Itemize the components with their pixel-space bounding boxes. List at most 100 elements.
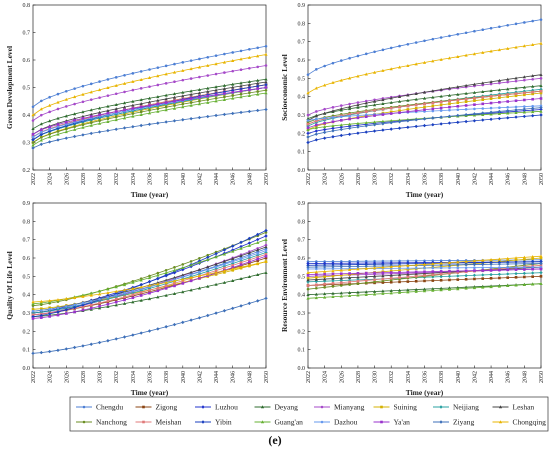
data-point (31, 113, 35, 117)
data-point (81, 92, 85, 96)
data-point (539, 72, 543, 76)
x-axis-title: Time (year) (406, 388, 444, 397)
data-point (506, 116, 510, 120)
data-point (40, 136, 43, 139)
data-point (331, 116, 335, 119)
data-point (106, 302, 110, 306)
x-tick-label: 2038 (439, 173, 445, 185)
data-point (348, 107, 352, 111)
data-point (314, 277, 318, 281)
data-point (514, 45, 518, 49)
data-point (348, 112, 351, 116)
x-tick-label: 2028 (81, 173, 87, 185)
data-point (189, 101, 193, 104)
data-point (156, 276, 160, 281)
data-point (131, 300, 135, 304)
data-point (539, 113, 543, 117)
data-point (531, 257, 534, 261)
data-point (523, 91, 526, 95)
data-point (314, 132, 319, 136)
data-point (264, 234, 268, 238)
data-point (464, 286, 468, 290)
data-point (514, 76, 518, 80)
data-point (447, 56, 452, 60)
data-point (106, 119, 110, 123)
series-mianyang (31, 64, 268, 122)
data-point (123, 295, 126, 299)
data-point (464, 100, 468, 104)
data-point (447, 260, 452, 264)
series-yibin (306, 113, 543, 145)
data-point (89, 303, 93, 307)
y-tick-label: 0.4 (23, 293, 31, 299)
data-point (414, 97, 418, 101)
data-point (222, 309, 227, 313)
data-point (222, 112, 227, 117)
data-point (422, 289, 427, 293)
data-point (247, 301, 252, 306)
data-point (489, 94, 493, 98)
data-point (331, 279, 335, 283)
data-point (498, 268, 501, 272)
data-point (222, 98, 226, 102)
data-point (172, 279, 177, 283)
data-point (364, 266, 368, 270)
data-point (364, 264, 368, 268)
data-point (397, 99, 402, 103)
data-point (506, 95, 510, 99)
data-point (331, 135, 335, 139)
data-point (206, 253, 210, 257)
data-point (106, 128, 110, 133)
data-point (223, 92, 226, 95)
data-point (73, 296, 77, 300)
data-point (40, 128, 43, 132)
data-point (64, 105, 68, 108)
data-point (323, 125, 327, 129)
data-point (31, 119, 35, 122)
data-point (323, 272, 326, 276)
data-point (439, 122, 443, 126)
data-point (397, 126, 402, 130)
data-point (473, 99, 476, 102)
data-point (98, 80, 101, 83)
x-tick-label: 2036 (423, 173, 429, 185)
data-point (447, 263, 452, 267)
data-point (64, 120, 68, 124)
data-point (255, 232, 260, 237)
data-point (431, 109, 435, 113)
data-point (456, 269, 460, 273)
data-point (431, 101, 435, 105)
x-tick-label: 2042 (472, 173, 478, 185)
data-point (339, 294, 343, 298)
data-point (497, 272, 502, 277)
data-point (348, 122, 352, 126)
legend-entry-neijiang: Neijiang (433, 403, 479, 412)
x-tick-label: 2048 (247, 371, 253, 383)
data-point (214, 262, 218, 266)
data-point (356, 121, 360, 125)
data-point (498, 25, 501, 29)
data-point (414, 41, 418, 44)
data-point (473, 107, 476, 111)
data-point (206, 257, 210, 261)
data-point (231, 90, 235, 94)
data-point (256, 54, 260, 58)
data-point (406, 270, 410, 274)
data-point (214, 93, 218, 97)
data-point (189, 275, 193, 279)
data-point (197, 102, 202, 106)
data-point (506, 260, 510, 264)
data-point (189, 273, 193, 276)
y-tick-label: 0.8 (23, 3, 31, 9)
x-axis-title: Time (year) (131, 388, 169, 397)
data-point (47, 129, 52, 133)
data-point (239, 263, 243, 267)
data-point (464, 104, 468, 107)
data-point (264, 254, 268, 258)
data-point (372, 289, 377, 293)
data-point (164, 97, 168, 101)
data-point (481, 260, 485, 265)
plot-frame (307, 4, 542, 171)
data-point (439, 109, 443, 112)
data-point (514, 256, 518, 260)
